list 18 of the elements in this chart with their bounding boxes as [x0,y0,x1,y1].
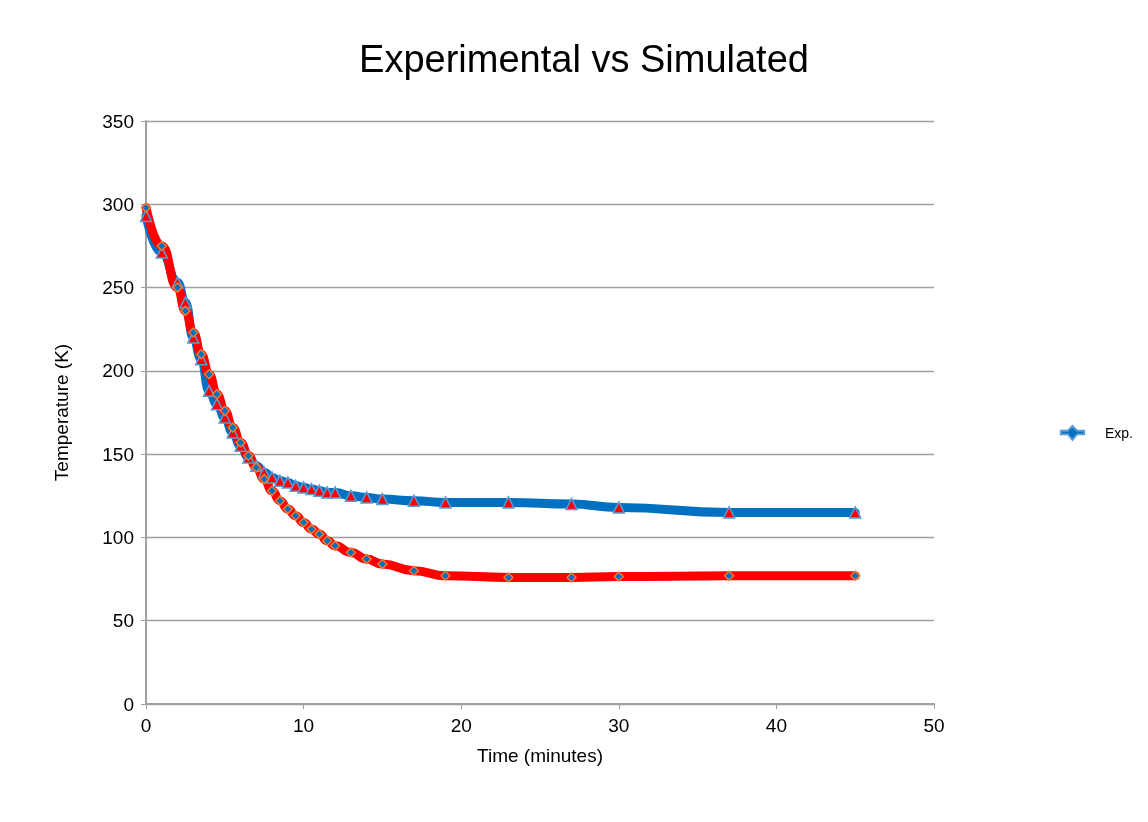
y-tick-label: 200 [102,360,134,382]
x-tick-label: 20 [450,715,472,736]
x-axis-title: Time (minutes) [477,745,603,766]
y-tick-label: 300 [102,193,134,215]
y-tick-label: 250 [102,277,134,299]
x-tick-label: 50 [923,715,945,736]
legend-label: Exp. [1104,425,1133,441]
y-tick-label: 350 [102,110,134,132]
y-tick-label: 0 [123,693,134,715]
y-tick-label: 50 [112,610,134,632]
x-tick-label: 40 [765,715,787,736]
x-tick-label: 0 [140,715,152,736]
chart-title: Experimental vs Simulated [359,38,809,80]
x-tick-label: 30 [608,715,630,736]
y-tick-label: 100 [102,526,134,548]
x-tick-label: 10 [293,715,315,736]
y-tick-label: 150 [102,443,134,465]
y-axis-title: Temperature (K) [51,343,72,482]
